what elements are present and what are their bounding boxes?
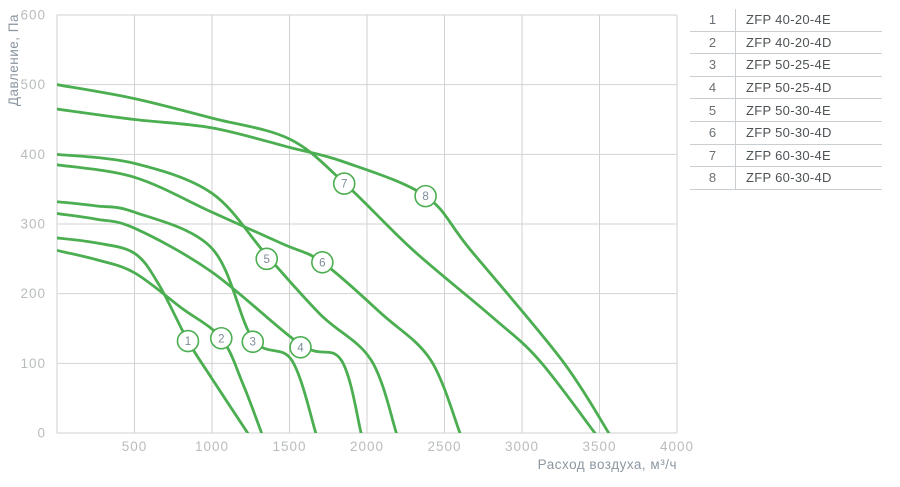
x-tick-label: 4000 (660, 439, 694, 454)
x-axis-title: Расход воздуха, м³/ч (537, 457, 677, 472)
legend-table: 1 ZFP 40-20-4E 2 ZFP 40-20-4D 3 ZFP 50-25-4E 4… (690, 9, 882, 190)
legend-row: 2 ZFP 40-20-4D (690, 31, 882, 55)
x-tick-label: 500 (122, 439, 148, 454)
legend-row: 1 ZFP 40-20-4E (690, 9, 882, 32)
curve-marker-number-7: 7 (341, 179, 347, 191)
legend-row-label: ZFP 40-20-4D (746, 34, 832, 50)
legend-row: 8 ZFP 60-30-4D (690, 167, 882, 190)
curve-marker-number-2: 2 (218, 333, 224, 345)
legend-row-label: ZFP 50-25-4D (746, 80, 832, 96)
y-tick-label: 500 (20, 77, 46, 92)
y-tick-label: 200 (20, 286, 46, 301)
curve-marker-4 (289, 336, 312, 359)
curve-marker-number-6: 6 (319, 257, 325, 269)
legend-row-number: 7 (690, 144, 736, 167)
legend-row-number: 4 (690, 76, 736, 99)
curve-marker-number-3: 3 (250, 337, 256, 349)
curve-marker-number-1: 1 (185, 336, 191, 348)
fan-curve-6 (57, 163, 462, 433)
legend-row: 4 ZFP 50-25-4D (690, 76, 882, 100)
legend-row-label: ZFP 50-30-4D (746, 125, 832, 141)
fan-curve-1 (57, 236, 250, 433)
curve-marker-3 (241, 330, 265, 354)
x-tick-label: 3500 (582, 439, 616, 454)
legend-row-label: ZFP 50-30-4E (746, 102, 832, 118)
x-tick-label: 2500 (427, 439, 461, 454)
y-tick-label: 400 (20, 147, 46, 162)
legend-row-number: 5 (690, 99, 736, 121)
legend-row-number: 6 (690, 121, 736, 144)
y-axis-title: Давление, Па (6, 14, 21, 107)
y-tick-label: 100 (20, 356, 46, 371)
legend-row-label: ZFP 50-25-4E (746, 57, 832, 73)
legend-row-number: 3 (690, 54, 736, 76)
curve-marker-2 (210, 326, 233, 350)
legend-row-label: ZFP 40-20-4E (746, 12, 832, 28)
legend-row-label: ZFP 60-30-4D (746, 170, 832, 186)
curve-marker-1 (176, 329, 200, 353)
legend-row: 7 ZFP 60-30-4E (690, 144, 882, 168)
x-tick-label: 1500 (272, 439, 306, 454)
curve-marker-7 (332, 172, 356, 195)
curve-marker-8 (414, 184, 437, 208)
curve-marker-number-8: 8 (422, 191, 428, 203)
y-tick-label: 300 (20, 217, 46, 232)
fan-curve-3 (57, 200, 318, 433)
legend-row-label: ZFP 60-30-4E (746, 147, 832, 163)
legend-row: 6 ZFP 50-30-4D (690, 121, 882, 145)
legend-row-number: 1 (690, 9, 736, 31)
curve-marker-5 (255, 247, 279, 271)
legend-row: 3 ZFP 50-25-4E (690, 54, 882, 77)
curve-marker-number-5: 5 (264, 254, 270, 266)
legend-row-number: 2 (690, 31, 736, 54)
legend-row-number: 8 (690, 167, 736, 189)
y-tick-label: 600 (20, 8, 46, 23)
x-tick-label: 1000 (195, 439, 229, 454)
x-tick-label: 2000 (350, 439, 384, 454)
curve-marker-6 (311, 251, 334, 274)
fan-curve-8 (57, 107, 611, 433)
curve-marker-number-4: 4 (297, 342, 304, 354)
y-tick-label: 0 (37, 426, 46, 441)
fan-curve-2 (57, 249, 263, 433)
fan-curve-4 (57, 212, 363, 433)
legend-row: 5 ZFP 50-30-4E (690, 99, 882, 122)
x-tick-label: 3000 (505, 439, 539, 454)
